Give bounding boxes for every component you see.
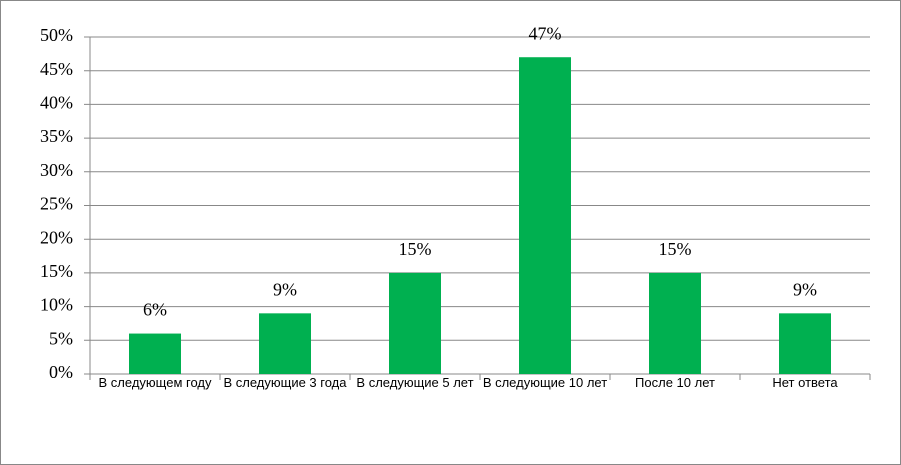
x-tick-label: В следующем году (98, 375, 212, 390)
bar (779, 313, 831, 374)
x-tick-label: После 10 лет (635, 375, 715, 390)
value-label: 15% (659, 239, 692, 259)
bar (519, 57, 571, 374)
value-label: 6% (143, 300, 167, 320)
bar (259, 313, 311, 374)
y-tick-label: 35% (40, 126, 73, 146)
y-tick-label: 40% (40, 93, 73, 113)
value-label: 15% (399, 239, 432, 259)
x-tick-label: В следующие 5 лет (356, 375, 474, 390)
y-tick-label: 0% (49, 362, 73, 382)
y-tick-label: 45% (40, 59, 73, 79)
y-tick-label: 20% (40, 227, 73, 247)
x-tick-label: В следующие 10 лет (482, 375, 608, 390)
y-tick-label: 5% (49, 328, 73, 348)
x-tick-label: Нет ответа (772, 375, 838, 390)
value-label: 47% (529, 23, 562, 43)
x-tick-label: В следующие 3 года (223, 375, 347, 390)
y-tick-label: 10% (40, 295, 73, 315)
value-label: 9% (273, 279, 297, 299)
y-tick-label: 30% (40, 160, 73, 180)
bar (129, 333, 181, 374)
y-tick-label: 25% (40, 194, 73, 214)
y-tick-label: 15% (40, 261, 73, 281)
value-label: 9% (793, 279, 817, 299)
bar (649, 272, 701, 374)
bar (389, 272, 441, 374)
y-tick-label: 50% (40, 25, 73, 45)
